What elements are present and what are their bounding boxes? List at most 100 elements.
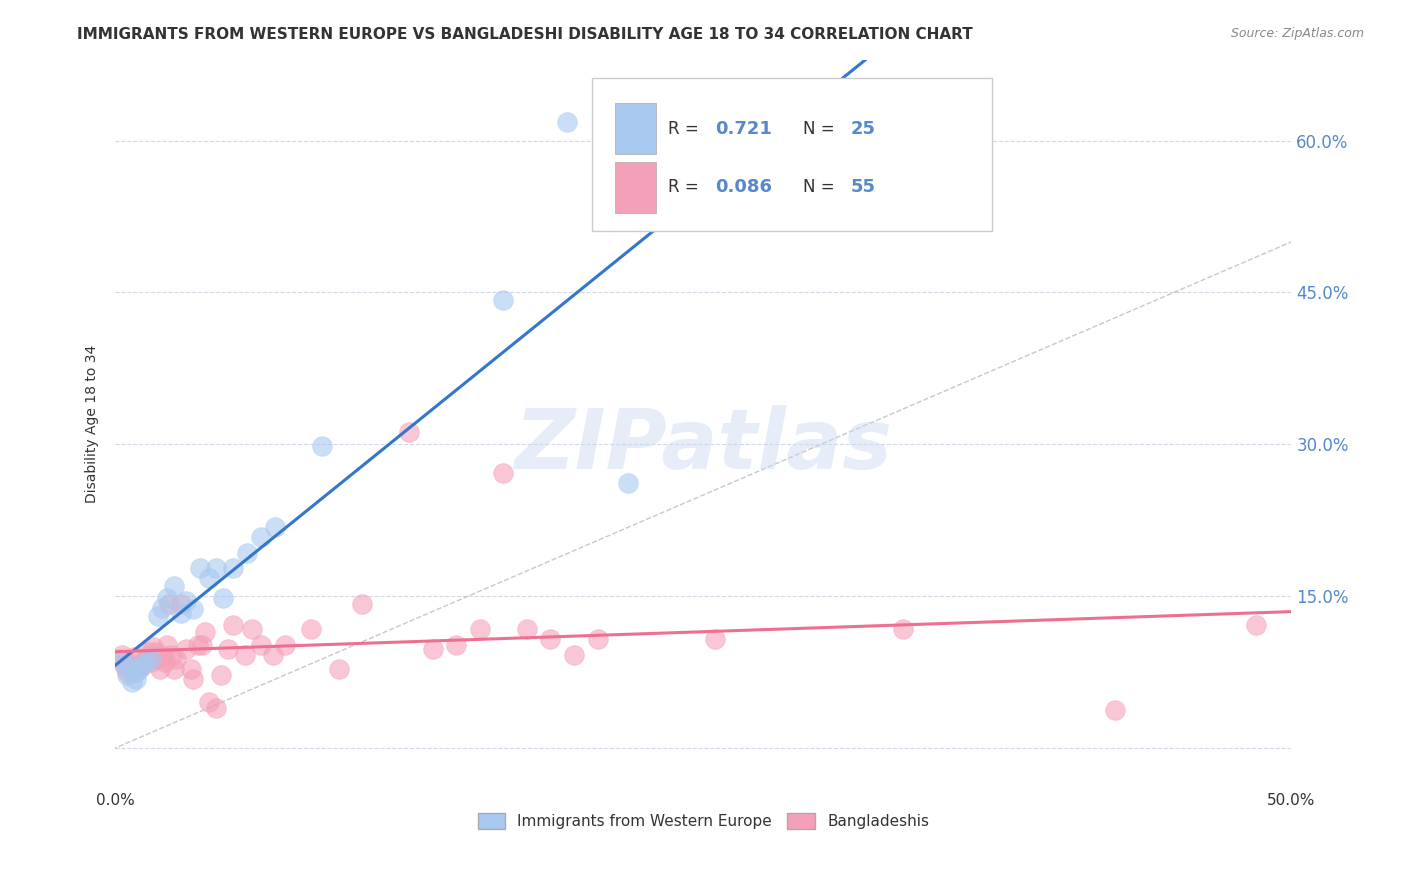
Point: [165, 652, 187, 666]
Point: [311, 439, 333, 453]
Text: R =: R =: [668, 120, 704, 138]
Y-axis label: Disability Age 18 to 34: Disability Age 18 to 34: [86, 345, 100, 503]
Point: [146, 652, 169, 666]
Point: [129, 660, 152, 674]
Point: [492, 293, 515, 307]
Point: [114, 660, 136, 674]
Point: [153, 655, 176, 669]
Point: [1104, 702, 1126, 716]
Point: [704, 632, 727, 646]
Point: [157, 597, 180, 611]
Point: [111, 655, 134, 669]
Point: [135, 649, 157, 664]
Point: [492, 466, 515, 480]
Point: [156, 591, 179, 606]
Point: [217, 641, 239, 656]
Point: [205, 700, 228, 714]
Point: [135, 655, 157, 669]
Point: [446, 638, 468, 652]
Point: [136, 645, 159, 659]
Point: [118, 655, 141, 669]
Point: [398, 425, 420, 439]
Point: [121, 660, 143, 674]
Point: [174, 594, 197, 608]
Point: [233, 648, 256, 662]
Point: [236, 546, 259, 560]
Point: [122, 649, 145, 664]
Point: [139, 652, 162, 666]
Point: [586, 632, 609, 646]
Point: [180, 662, 202, 676]
Point: [125, 672, 148, 686]
Point: [111, 648, 134, 662]
Point: [146, 609, 169, 624]
Point: [121, 675, 143, 690]
Point: [188, 561, 211, 575]
Text: IMMIGRANTS FROM WESTERN EUROPE VS BANGLADESHI DISABILITY AGE 18 TO 34 CORRELATIO: IMMIGRANTS FROM WESTERN EUROPE VS BANGLA…: [77, 27, 973, 42]
Point: [174, 641, 197, 656]
Text: 0.721: 0.721: [716, 120, 772, 138]
Point: [205, 561, 228, 575]
Point: [240, 622, 263, 636]
Point: [150, 648, 173, 662]
Point: [262, 648, 284, 662]
Text: N =: N =: [803, 120, 841, 138]
Point: [170, 607, 193, 621]
Point: [108, 652, 131, 666]
Text: 55: 55: [851, 178, 876, 196]
Point: [143, 645, 166, 659]
Point: [891, 622, 914, 636]
Point: [468, 622, 491, 636]
FancyBboxPatch shape: [616, 161, 657, 212]
Text: R =: R =: [668, 178, 704, 196]
Point: [170, 597, 193, 611]
Point: [194, 624, 217, 639]
Point: [222, 561, 245, 575]
FancyBboxPatch shape: [616, 103, 657, 154]
Text: ZIPatlas: ZIPatlas: [515, 406, 893, 486]
Point: [115, 665, 138, 679]
Text: 0.086: 0.086: [716, 178, 772, 196]
Point: [264, 520, 287, 534]
Point: [1244, 617, 1267, 632]
Point: [222, 617, 245, 632]
Point: [128, 662, 150, 676]
Point: [516, 622, 538, 636]
Point: [209, 668, 232, 682]
Point: [132, 655, 155, 669]
Point: [617, 475, 640, 490]
Point: [212, 591, 235, 606]
Point: [198, 571, 221, 585]
Point: [250, 531, 273, 545]
Point: [299, 622, 322, 636]
Point: [115, 668, 138, 682]
Point: [250, 638, 273, 652]
Point: [328, 662, 350, 676]
Point: [187, 638, 209, 652]
Point: [191, 638, 214, 652]
Text: N =: N =: [803, 178, 841, 196]
Point: [118, 660, 141, 674]
Point: [125, 665, 148, 679]
Point: [562, 648, 585, 662]
Point: [150, 601, 173, 615]
Text: Source: ZipAtlas.com: Source: ZipAtlas.com: [1230, 27, 1364, 40]
Point: [555, 115, 578, 129]
Legend: Immigrants from Western Europe, Bangladeshis: Immigrants from Western Europe, Banglade…: [471, 807, 935, 836]
Point: [422, 641, 444, 656]
Point: [129, 658, 152, 673]
Point: [122, 665, 145, 679]
FancyBboxPatch shape: [592, 78, 991, 231]
Point: [273, 638, 295, 652]
Point: [128, 658, 150, 673]
Point: [160, 648, 183, 662]
Point: [352, 597, 374, 611]
Point: [139, 655, 162, 669]
Point: [198, 696, 221, 710]
Point: [163, 662, 186, 676]
Point: [540, 632, 562, 646]
Point: [181, 602, 204, 616]
Point: [149, 662, 172, 676]
Point: [142, 640, 165, 654]
Point: [163, 579, 186, 593]
